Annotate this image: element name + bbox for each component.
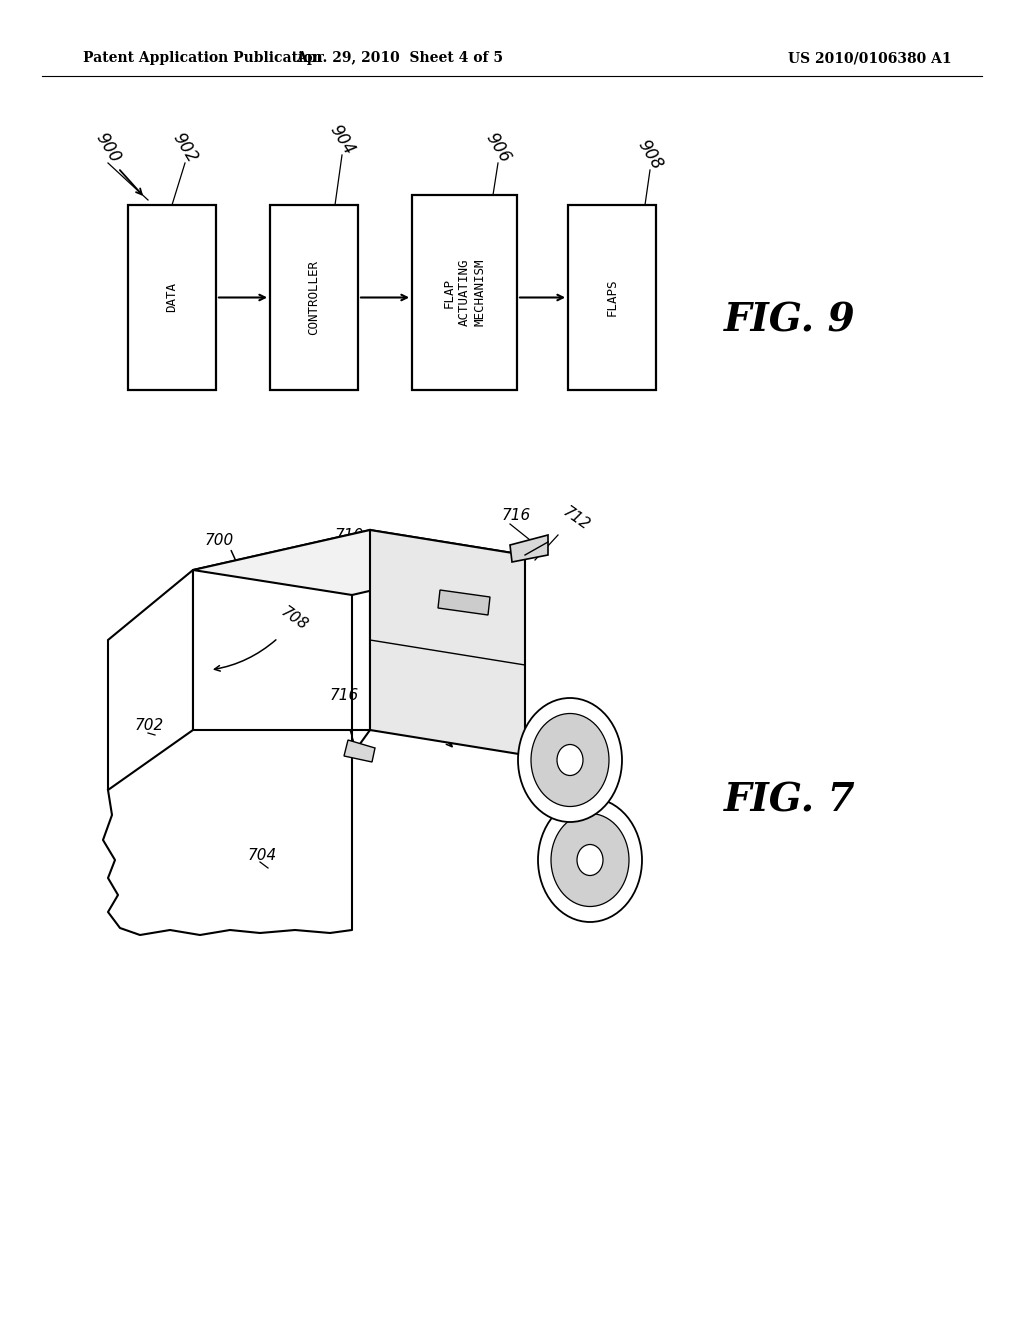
Polygon shape: [193, 531, 525, 595]
Text: Apr. 29, 2010  Sheet 4 of 5: Apr. 29, 2010 Sheet 4 of 5: [297, 51, 504, 65]
Text: 708: 708: [278, 605, 310, 634]
Text: 702: 702: [135, 718, 164, 733]
Text: DATA: DATA: [166, 282, 178, 313]
Text: 706: 706: [458, 585, 482, 598]
Text: 716: 716: [330, 688, 359, 704]
Polygon shape: [108, 570, 193, 789]
Bar: [412, 195, 517, 389]
Ellipse shape: [538, 799, 642, 921]
Bar: [128, 205, 216, 389]
Text: FIG. 7: FIG. 7: [724, 781, 856, 818]
Ellipse shape: [577, 845, 603, 875]
Text: 900: 900: [92, 129, 124, 166]
Text: 712: 712: [560, 504, 593, 533]
Text: FLAP
ACTUATING
MECHANISM: FLAP ACTUATING MECHANISM: [443, 259, 486, 326]
Polygon shape: [344, 741, 375, 762]
Polygon shape: [438, 590, 490, 615]
Text: 908: 908: [634, 137, 666, 173]
Ellipse shape: [531, 714, 609, 807]
Polygon shape: [510, 535, 548, 562]
Text: 906: 906: [482, 129, 514, 166]
Text: 904: 904: [326, 121, 358, 158]
Text: 700: 700: [205, 533, 234, 548]
Text: FLAPS: FLAPS: [605, 279, 618, 317]
Ellipse shape: [518, 698, 622, 822]
Ellipse shape: [557, 744, 583, 776]
Text: US 2010/0106380 A1: US 2010/0106380 A1: [788, 51, 952, 65]
Text: 710: 710: [335, 528, 365, 543]
Text: FIG. 9: FIG. 9: [724, 301, 856, 339]
Text: 716: 716: [502, 508, 531, 523]
Text: 704: 704: [248, 847, 278, 863]
Polygon shape: [193, 531, 370, 730]
Polygon shape: [370, 531, 525, 755]
Bar: [270, 205, 358, 389]
Text: 714: 714: [420, 694, 453, 723]
Ellipse shape: [551, 813, 629, 907]
Text: CONTROLLER: CONTROLLER: [307, 260, 321, 335]
Text: Patent Application Publication: Patent Application Publication: [83, 51, 323, 65]
Text: 902: 902: [169, 129, 201, 166]
Bar: [568, 205, 656, 389]
